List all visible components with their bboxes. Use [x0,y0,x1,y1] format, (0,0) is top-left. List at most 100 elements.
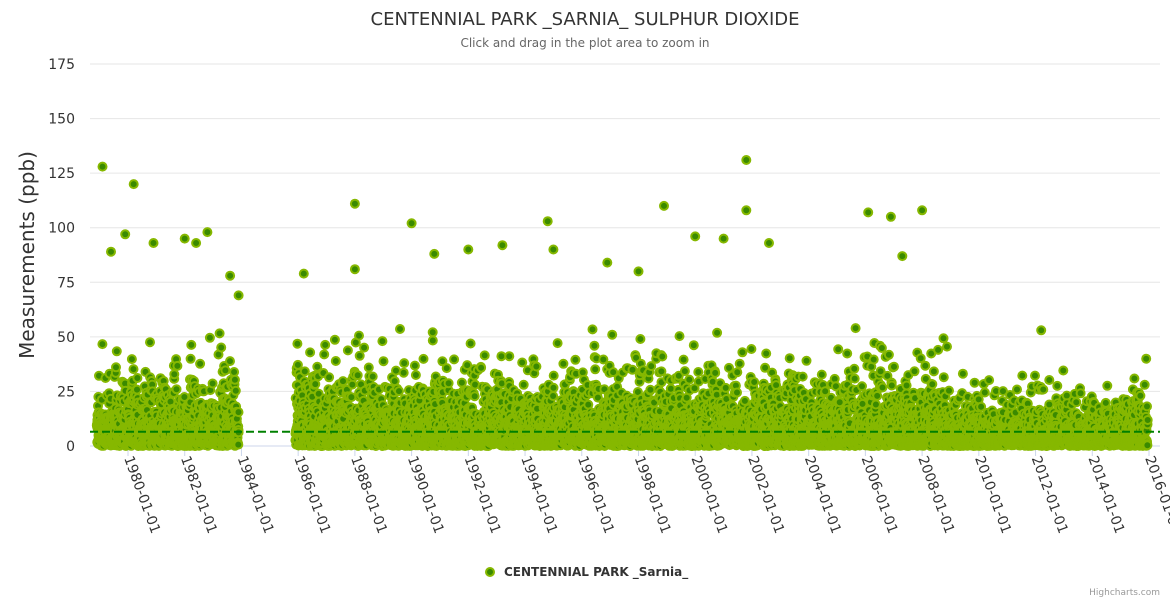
y-tick-label: 50 [57,330,75,346]
data-point[interactable] [504,351,515,362]
data-point[interactable] [399,358,410,369]
data-point[interactable] [531,361,542,372]
data-point[interactable] [587,324,598,335]
data-point[interactable] [548,382,559,393]
data-point[interactable] [169,369,180,380]
data-point[interactable] [476,362,487,373]
data-point[interactable] [292,338,303,349]
data-point[interactable] [195,358,206,369]
data-point[interactable] [111,346,122,357]
data-point[interactable] [367,371,378,382]
data-point[interactable] [688,340,699,351]
data-point[interactable] [712,327,723,338]
data-point[interactable] [377,336,388,347]
data-point[interactable] [216,342,227,353]
data-point[interactable] [409,360,420,371]
data-point[interactable] [570,354,581,365]
data-point[interactable] [329,334,340,345]
data-point[interactable] [395,324,405,334]
data-point[interactable] [427,335,438,346]
data-point[interactable] [590,364,601,375]
data-point[interactable] [363,362,374,373]
data-point[interactable] [185,353,196,364]
data-point[interactable] [589,340,600,351]
data-point[interactable] [354,350,365,361]
data-point[interactable] [342,345,353,356]
data-point[interactable] [627,364,638,375]
data-point[interactable] [548,370,559,381]
data-point[interactable] [111,362,121,373]
data-point[interactable] [635,334,646,344]
data-point[interactable] [679,366,690,377]
data-point[interactable] [338,376,348,387]
y-tick-label: 150 [48,112,75,128]
data-point[interactable] [657,351,668,362]
data-point[interactable] [299,366,310,377]
data-point[interactable] [172,360,183,371]
data-point[interactable] [465,338,476,349]
data-point[interactable] [97,339,108,350]
data-point[interactable] [233,439,244,450]
data-point[interactable] [378,356,389,367]
data-point[interactable] [552,338,563,349]
data-point[interactable] [479,350,490,361]
data-point[interactable] [225,356,235,367]
data-point[interactable] [720,382,731,393]
data-point[interactable] [346,392,357,403]
data-point[interactable] [204,332,215,343]
data-point[interactable] [517,357,528,368]
data-point[interactable] [394,386,404,397]
data-point[interactable] [319,349,330,360]
data-point[interactable] [469,391,480,402]
data-point[interactable] [220,365,231,376]
x-tick-label: 1996-01-01 [574,454,617,536]
data-point[interactable] [214,328,225,339]
data-point[interactable] [126,354,137,365]
data-point[interactable] [607,329,618,340]
data-point[interactable] [171,384,182,395]
data-point[interactable] [656,366,667,377]
data-point[interactable] [518,379,529,390]
data-point[interactable] [398,367,409,378]
data-point[interactable] [548,391,559,401]
data-point[interactable] [145,337,155,348]
data-point[interactable] [427,327,438,338]
data-point[interactable] [496,351,507,362]
x-tick-label: 1994-01-01 [517,454,560,536]
data-point[interactable] [684,374,695,385]
scatter-series[interactable] [91,155,1153,451]
data-point[interactable] [132,384,142,395]
data-point[interactable] [230,385,241,396]
data-point[interactable] [292,359,303,370]
data-point[interactable] [646,361,657,372]
data-point[interactable] [132,373,143,383]
data-point[interactable] [354,330,364,341]
data-point[interactable] [645,384,656,395]
x-tick-label: 2004-01-01 [801,454,844,536]
data-point[interactable] [207,378,218,389]
data-point[interactable] [186,339,197,350]
data-point[interactable] [359,342,370,353]
data-point[interactable] [456,377,467,388]
data-point[interactable] [229,367,240,377]
data-point[interactable] [678,354,689,365]
data-point[interactable] [229,374,240,385]
data-point[interactable] [674,331,685,342]
data-point[interactable] [310,379,321,390]
data-point[interactable] [441,363,452,374]
data-point[interactable] [693,367,704,377]
data-point[interactable] [410,370,421,380]
data-point[interactable] [352,370,363,381]
data-point[interactable] [418,353,429,364]
data-point[interactable] [330,356,341,366]
data-point[interactable] [558,358,569,369]
data-point[interactable] [320,339,331,350]
data-point[interactable] [233,407,244,418]
data-point[interactable] [305,347,316,358]
data-point[interactable] [710,367,721,378]
data-point[interactable] [128,364,139,375]
data-point[interactable] [324,372,335,383]
data-point[interactable] [449,354,460,365]
data-point[interactable] [443,378,454,389]
